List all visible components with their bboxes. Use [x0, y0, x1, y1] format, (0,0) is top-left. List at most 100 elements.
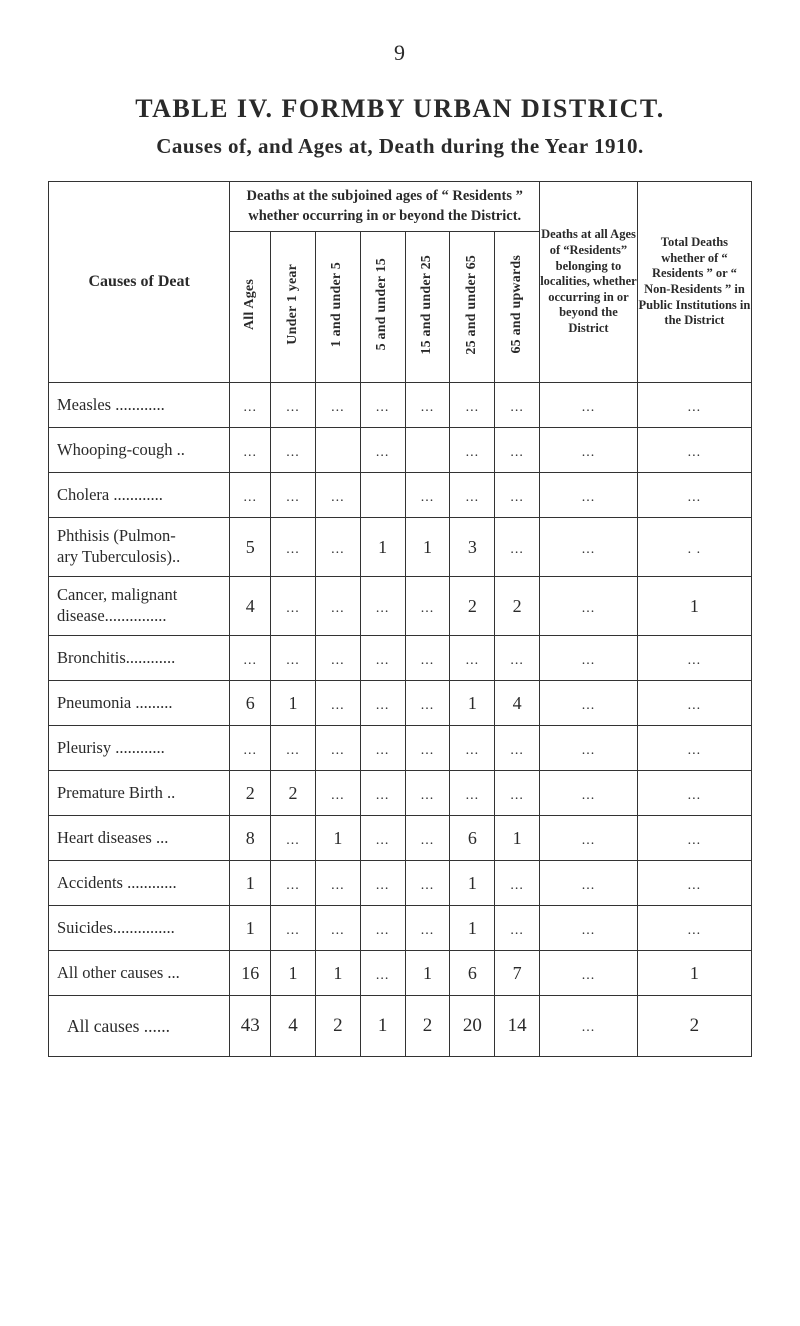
- header-localities: Deaths at all Ages of “Residents” belong…: [540, 182, 638, 383]
- table-row: Cancer, malignantdisease...............4…: [49, 577, 752, 636]
- cell-total-deaths: ...: [637, 383, 751, 428]
- cell-15-25: ...: [405, 383, 450, 428]
- table-title-line1: TABLE IV. FORMBY URBAN DISTRICT.: [48, 94, 752, 124]
- cell-all-ages: ...: [230, 726, 271, 771]
- cell-15-25: ...: [405, 636, 450, 681]
- cell-localities: ...: [540, 771, 638, 816]
- cell-under-1: 1: [271, 951, 316, 996]
- cell-under-1: ...: [271, 861, 316, 906]
- cell-15-25: ...: [405, 473, 450, 518]
- header-subjoined: Deaths at the subjoined ages of “ Reside…: [230, 182, 540, 232]
- cell-65-up: ...: [495, 383, 540, 428]
- cell-under-1: ...: [271, 518, 316, 577]
- cell-25-65: 6: [450, 816, 495, 861]
- header-col-1-5: 1 and under 5: [315, 232, 360, 383]
- table-row: Cholera ................................…: [49, 473, 752, 518]
- totals-15-25: 2: [405, 996, 450, 1057]
- cause-cell: Accidents ............: [49, 861, 230, 906]
- table-row: Heart diseases ...8...1......61......: [49, 816, 752, 861]
- cell-25-65: ...: [450, 428, 495, 473]
- header-col-all-ages: All Ages: [230, 232, 271, 383]
- cell-1-5: ...: [315, 577, 360, 636]
- cause-cell: All other causes ...: [49, 951, 230, 996]
- cell-15-25: 1: [405, 951, 450, 996]
- totals-all-ages: 43: [230, 996, 271, 1057]
- cell-25-65: 2: [450, 577, 495, 636]
- cell-65-up: 4: [495, 681, 540, 726]
- cell-15-25: ...: [405, 771, 450, 816]
- cell-5-15: ...: [360, 771, 405, 816]
- cell-1-5: ...: [315, 726, 360, 771]
- cell-5-15: ...: [360, 636, 405, 681]
- cause-cell: Phthisis (Pulmon-ary Tuberculosis)..: [49, 518, 230, 577]
- cell-all-ages: 2: [230, 771, 271, 816]
- cell-65-up: 7: [495, 951, 540, 996]
- vlabel-15-25: 15 and under 25: [419, 255, 436, 355]
- cell-15-25: ...: [405, 861, 450, 906]
- cause-cell: Heart diseases ...: [49, 816, 230, 861]
- cell-1-5: ...: [315, 518, 360, 577]
- table-row: Phthisis (Pulmon-ary Tuberculosis)..5...…: [49, 518, 752, 577]
- table-row: Whooping-cough .......................: [49, 428, 752, 473]
- cell-15-25: ...: [405, 681, 450, 726]
- cause-cell: Measles ............: [49, 383, 230, 428]
- table-row: Bronchitis..............................…: [49, 636, 752, 681]
- cell-all-ages: 1: [230, 861, 271, 906]
- cell-total-deaths: ...: [637, 428, 751, 473]
- cell-1-5: ...: [315, 473, 360, 518]
- header-col-under-1: Under 1 year: [271, 232, 316, 383]
- cell-all-ages: 8: [230, 816, 271, 861]
- cell-total-deaths: ...: [637, 681, 751, 726]
- cell-localities: ...: [540, 383, 638, 428]
- cell-65-up: ...: [495, 861, 540, 906]
- cell-total-deaths: ...: [637, 861, 751, 906]
- cell-15-25: 1: [405, 518, 450, 577]
- header-total-deaths: Total Deaths whether of “ Residents ” or…: [637, 182, 751, 383]
- death-causes-table: Causes of Deat Deaths at the subjoined a…: [48, 181, 752, 1057]
- cause-cell: Cholera ............: [49, 473, 230, 518]
- cause-cell: Cancer, malignantdisease...............: [49, 577, 230, 636]
- cell-under-1: ...: [271, 428, 316, 473]
- cell-all-ages: 5: [230, 518, 271, 577]
- cell-5-15: ...: [360, 577, 405, 636]
- cell-25-65: 1: [450, 906, 495, 951]
- cell-5-15: ...: [360, 726, 405, 771]
- cell-localities: ...: [540, 861, 638, 906]
- cell-65-up: ...: [495, 473, 540, 518]
- cell-25-65: 3: [450, 518, 495, 577]
- cell-15-25: ...: [405, 906, 450, 951]
- cell-all-ages: ...: [230, 473, 271, 518]
- cell-65-up: ...: [495, 518, 540, 577]
- cell-total-deaths: ...: [637, 636, 751, 681]
- cell-localities: ...: [540, 518, 638, 577]
- table-header: Causes of Deat Deaths at the subjoined a…: [49, 182, 752, 383]
- cell-1-5: 1: [315, 816, 360, 861]
- table-body: Measles ................................…: [49, 383, 752, 996]
- cell-under-1: ...: [271, 577, 316, 636]
- cell-15-25: ...: [405, 726, 450, 771]
- page-number: 9: [48, 40, 752, 66]
- cell-all-ages: 16: [230, 951, 271, 996]
- table-row: Pneumonia .........61.........14......: [49, 681, 752, 726]
- cell-65-up: ...: [495, 906, 540, 951]
- cell-65-up: ...: [495, 636, 540, 681]
- table-row: Accidents ............1............1....…: [49, 861, 752, 906]
- cell-65-up: ...: [495, 428, 540, 473]
- cell-under-1: ...: [271, 726, 316, 771]
- cell-all-ages: 6: [230, 681, 271, 726]
- header-col-65-up: 65 and upwards: [495, 232, 540, 383]
- cell-localities: ...: [540, 816, 638, 861]
- cause-cell: Suicides...............: [49, 906, 230, 951]
- cell-25-65: ...: [450, 726, 495, 771]
- cell-5-15: ...: [360, 861, 405, 906]
- cell-under-1: ...: [271, 473, 316, 518]
- cell-total-deaths: 1: [637, 951, 751, 996]
- cell-1-5: ...: [315, 906, 360, 951]
- table-row: Measles ................................…: [49, 383, 752, 428]
- table-row: Suicides...............1............1...…: [49, 906, 752, 951]
- totals-1-5: 2: [315, 996, 360, 1057]
- header-causes: Causes of Deat: [49, 182, 230, 383]
- cell-localities: ...: [540, 636, 638, 681]
- totals-localities: ...: [540, 996, 638, 1057]
- cause-cell: Bronchitis............: [49, 636, 230, 681]
